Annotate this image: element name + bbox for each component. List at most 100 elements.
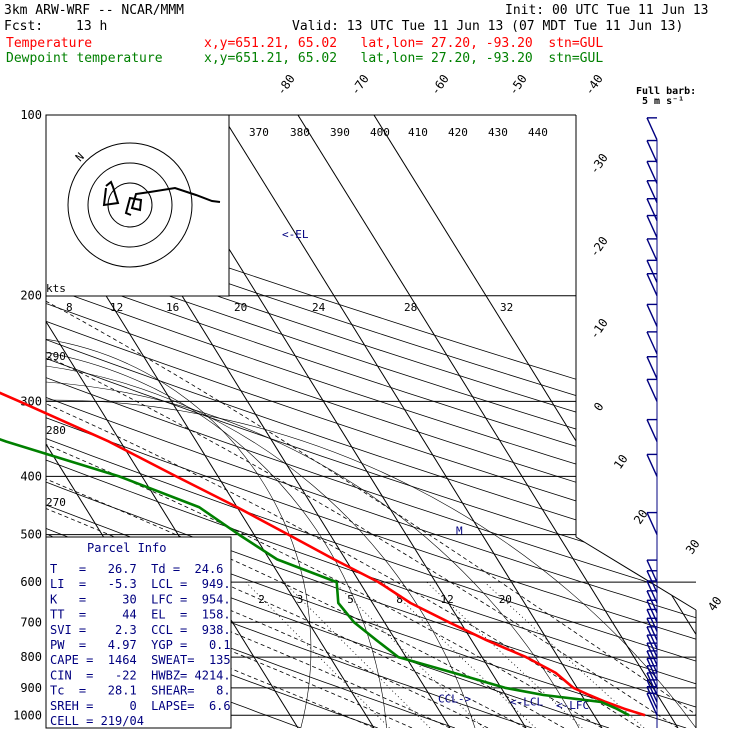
wind-barb-staff — [646, 215, 658, 238]
pressure-label-900: 900 — [20, 681, 42, 695]
mixing-ratio-label-2: 2 — [258, 593, 265, 606]
mixing-ratio-line — [245, 581, 390, 728]
isentrope-label-370: 370 — [249, 126, 269, 139]
mixing-ratio-label-20: 20 — [499, 593, 512, 606]
pressure-label-600: 600 — [20, 575, 42, 589]
wind-barb-140 — [646, 180, 658, 204]
isentrope-label-270: 270 — [46, 496, 66, 509]
hodograph-ring-label-16: 16 — [166, 301, 179, 314]
hodograph-ring-label-20: 20 — [234, 301, 247, 314]
wind-barb-staff — [646, 331, 658, 355]
parcel-info-row: K = 30 LFC = 954. — [50, 592, 231, 606]
barb-scale-unit: 5 m s⁻¹ — [642, 96, 684, 107]
wind-barb-110 — [646, 117, 658, 141]
wind-barb-275 — [646, 356, 658, 380]
mixing-ratio-line — [334, 581, 484, 728]
parcel-info-row: CAPE = 1464 SWEAT= 135 — [50, 653, 231, 667]
isotherm-label-30: 30 — [683, 537, 703, 557]
pressure-label-400: 400 — [20, 469, 42, 483]
wind-barb-staff — [646, 140, 658, 163]
dry-adiabat — [46, 115, 696, 728]
parcel-info-row: LI = -5.3 LCL = 949. — [50, 577, 231, 591]
fcst-label: Fcst: — [4, 19, 44, 34]
hodograph-trace-low — [102, 180, 120, 207]
lfc-marker: <-LFC — [556, 699, 589, 712]
wind-barb-975 — [646, 685, 658, 709]
dry-adiabat — [46, 115, 696, 728]
isotherm-label--60: -60 — [428, 72, 452, 98]
wind-barb-staff — [646, 356, 658, 380]
isotherm-label--20: -20 — [587, 234, 611, 260]
dewpoint-location: x,y=651.21, 65.02 lat,lon= 27.20, -93.20… — [204, 51, 604, 66]
mixing-ratio-label-8: 8 — [396, 593, 403, 606]
wind-barb-400 — [646, 453, 658, 477]
wind-barb-staff — [646, 570, 658, 594]
wind-barb-350 — [646, 418, 658, 442]
wind-barb-staff — [646, 304, 658, 327]
wind-barb-staff — [646, 180, 658, 204]
wind-barb-850 — [646, 650, 658, 674]
dewpoint-trace — [0, 438, 630, 717]
wind-barb-120 — [646, 139, 658, 163]
model-title: 3km ARW-WRF -- NCAR/MMM — [4, 3, 185, 18]
wind-barb-875 — [646, 657, 658, 681]
moist-adiabat — [46, 295, 603, 728]
valid-time: Valid: 13 UTC Tue 11 Jun 13 (07 MDT Tue … — [292, 19, 684, 34]
wind-barb-staff — [646, 161, 658, 184]
hodograph-ring — [67, 142, 193, 268]
isotherm-label-0: 0 — [591, 400, 607, 414]
moist-adiabat — [46, 295, 565, 728]
moist-adiabat — [46, 295, 679, 728]
isotherm-label--80: -80 — [274, 72, 298, 98]
wind-barb-staff — [646, 679, 658, 703]
isotherm--20 — [46, 115, 299, 728]
dry-adiabat — [46, 115, 696, 728]
dry-adiabat — [46, 115, 696, 728]
trace-layer — [0, 391, 646, 717]
isotherm-30 — [297, 115, 679, 728]
isentrope-label-280: 280 — [46, 424, 66, 437]
isotherm-label-20: 20 — [631, 507, 651, 527]
isotherm-label-10: 10 — [611, 452, 631, 472]
parcel-info-row: TT = 44 EL = 158. — [50, 608, 231, 622]
wind-barb-staff — [646, 419, 658, 442]
parcel-info-row: T = 26.7 Td = 24.6 — [50, 562, 223, 576]
wind-barb-250 — [646, 331, 658, 355]
moist-adiabat — [46, 295, 527, 728]
hodograph-frame — [45, 114, 230, 297]
wind-barb-staff — [646, 609, 658, 632]
wind-barb-staff — [646, 617, 658, 641]
init-time: Init: 00 UTC Tue 11 Jun 13 — [505, 3, 709, 18]
wind-barb-staff — [646, 665, 658, 689]
wind-barb-staff — [646, 692, 658, 716]
isentrope-label-430: 430 — [488, 126, 508, 139]
mixing-ratio-label-12: 12 — [441, 593, 454, 606]
parcel-info-row: SVI = 2.3 CCL = 938. — [50, 623, 231, 637]
wind-barb-500 — [646, 511, 658, 535]
moist-adiabat — [46, 295, 451, 728]
hodograph-ring-label-12: 12 — [110, 301, 123, 314]
mixing-ratio-line — [382, 581, 536, 728]
dewpoint-legend: Dewpoint temperature — [6, 51, 163, 66]
isentrope-label-440: 440 — [528, 126, 548, 139]
mixing-ratio-line — [426, 581, 583, 728]
el-marker: <-EL — [282, 228, 309, 241]
wind-barb-staff — [646, 260, 658, 283]
right-axis-bend — [575, 536, 697, 611]
parcel-info-row: Tc = 28.1 SHEAR= 8. — [50, 684, 231, 698]
hodograph-arc — [46, 381, 580, 728]
pressure-label-200: 200 — [20, 289, 42, 303]
isentrope-label-410: 410 — [408, 126, 428, 139]
wind-barb-200 — [646, 273, 658, 296]
dry-adiabat — [46, 115, 696, 728]
isotherm-label--40: -40 — [582, 72, 606, 98]
hodograph-arc — [46, 338, 312, 728]
parcel-info-row: PW = 4.97 YGP = 0.1 — [50, 638, 231, 652]
m-marker: M — [456, 525, 463, 538]
pressure-label-700: 700 — [20, 615, 42, 629]
isotherm-label-40: 40 — [705, 594, 725, 614]
wind-barb-staff — [646, 650, 658, 674]
lcl-marker: <-LCL — [510, 696, 543, 709]
dry-adiabat — [46, 115, 696, 728]
pressure-label-1000: 1000 — [13, 708, 42, 722]
